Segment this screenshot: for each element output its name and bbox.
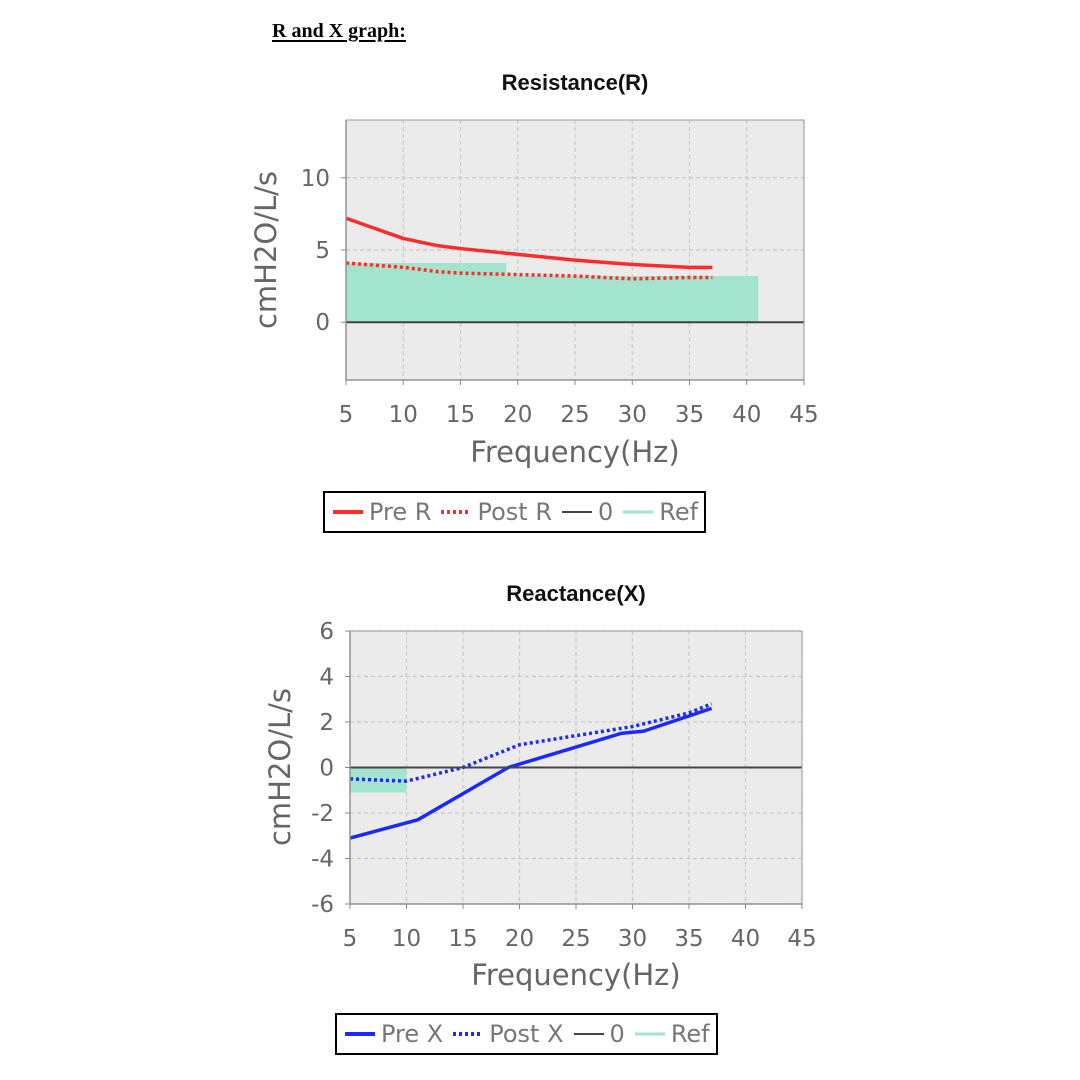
resistance-legend-label: Post R xyxy=(477,498,552,526)
reactance-legend-item: Ref xyxy=(633,1020,710,1048)
reactance-legend-swatch xyxy=(345,1032,375,1036)
reactance-x-tick-label: 35 xyxy=(674,926,703,952)
resistance-x-tick-label: 45 xyxy=(789,402,818,428)
reactance-series-pre-x xyxy=(349,706,713,840)
reactance-legend-swatch xyxy=(573,1033,604,1035)
reactance-x-tick-label: 15 xyxy=(448,926,477,952)
resistance-legend-swatch xyxy=(441,510,472,514)
reactance-legend-label: 0 xyxy=(609,1020,625,1048)
resistance-x-tick-label: 10 xyxy=(389,402,418,428)
resistance-legend: Pre R Post R 0 Ref xyxy=(323,491,707,533)
reactance-series-post-x xyxy=(349,702,713,783)
resistance-legend-item: 0 xyxy=(560,498,613,526)
resistance-series-pre-r xyxy=(345,216,713,270)
reactance-y-tick-label: 6 xyxy=(319,619,334,645)
reactance-legend-item: Post X xyxy=(451,1020,564,1048)
reactance-x-tick-label: 10 xyxy=(392,926,421,952)
reactance-x-tick-label: 20 xyxy=(505,926,534,952)
resistance-legend-item: Pre R xyxy=(331,498,431,526)
reactance-legend-item: 0 xyxy=(572,1020,625,1048)
resistance-x-axis-label: Frequency(Hz) xyxy=(470,435,679,469)
resistance-y-tick-label: 0 xyxy=(315,310,330,336)
resistance-x-tick-label: 40 xyxy=(732,402,761,428)
reactance-legend-item: Pre X xyxy=(343,1020,443,1048)
reactance-x-tick-label: 25 xyxy=(561,926,590,952)
reactance-y-tick-label: -2 xyxy=(311,801,334,827)
reactance-x-tick-label: 30 xyxy=(618,926,647,952)
resistance-legend-swatch xyxy=(333,510,363,514)
resistance-x-tick-label: 35 xyxy=(675,402,704,428)
reactance-x-tick-label: 45 xyxy=(787,926,816,952)
reactance-y-tick-label: -4 xyxy=(311,847,334,873)
reactance-legend-label: Post X xyxy=(489,1020,564,1048)
reactance-x-tick-label: 40 xyxy=(731,926,760,952)
reactance-title: Reactance(X) xyxy=(506,581,645,606)
resistance-series-post-r xyxy=(345,261,713,281)
resistance-title: Resistance(R) xyxy=(502,70,649,95)
reactance-x-axis-label: Frequency(Hz) xyxy=(471,958,680,992)
resistance-x-tick-label: 30 xyxy=(618,402,647,428)
resistance-chart: Resistance(R) 5 10 15 20 25 30 35 40 45 0 5 10 Freque… xyxy=(249,70,819,469)
resistance-x-tick-label: 15 xyxy=(446,402,475,428)
reactance-y-tick-label: -6 xyxy=(311,892,334,918)
reactance-legend-swatch xyxy=(634,1032,665,1036)
resistance-legend-label: 0 xyxy=(598,498,614,526)
reactance-legend-swatch xyxy=(453,1032,484,1036)
reactance-ref-band xyxy=(350,767,407,793)
resistance-x-tick-label: 5 xyxy=(339,402,354,428)
reactance-y-tick-label: 0 xyxy=(319,756,334,782)
reactance-y-axis-label: cmH2O/L/s xyxy=(263,688,297,846)
resistance-legend-label: Pre R xyxy=(369,498,432,526)
resistance-x-tick-label: 25 xyxy=(560,402,589,428)
section-heading: R and X graph: xyxy=(272,20,406,42)
reactance-y-tick-label: 4 xyxy=(319,665,334,691)
resistance-legend-swatch xyxy=(562,511,592,513)
reactance-legend-label: Pre X xyxy=(381,1020,444,1048)
resistance-y-axis-label: cmH2O/L/s xyxy=(249,171,283,329)
resistance-ref-band xyxy=(506,276,759,323)
resistance-legend-label: Ref xyxy=(659,498,699,526)
reactance-x-tick-label: 5 xyxy=(343,926,358,952)
resistance-legend-item: Post R xyxy=(439,498,552,526)
resistance-y-tick-label: 5 xyxy=(315,238,330,264)
reactance-legend-label: Ref xyxy=(670,1020,710,1048)
resistance-legend-swatch xyxy=(623,510,654,514)
reactance-legend: Pre X Post X 0 Ref xyxy=(335,1013,718,1055)
resistance-y-tick-label: 10 xyxy=(301,166,330,192)
resistance-x-tick-label: 20 xyxy=(503,402,532,428)
resistance-legend-item: Ref xyxy=(621,498,698,526)
reactance-y-tick-label: 2 xyxy=(319,710,334,736)
